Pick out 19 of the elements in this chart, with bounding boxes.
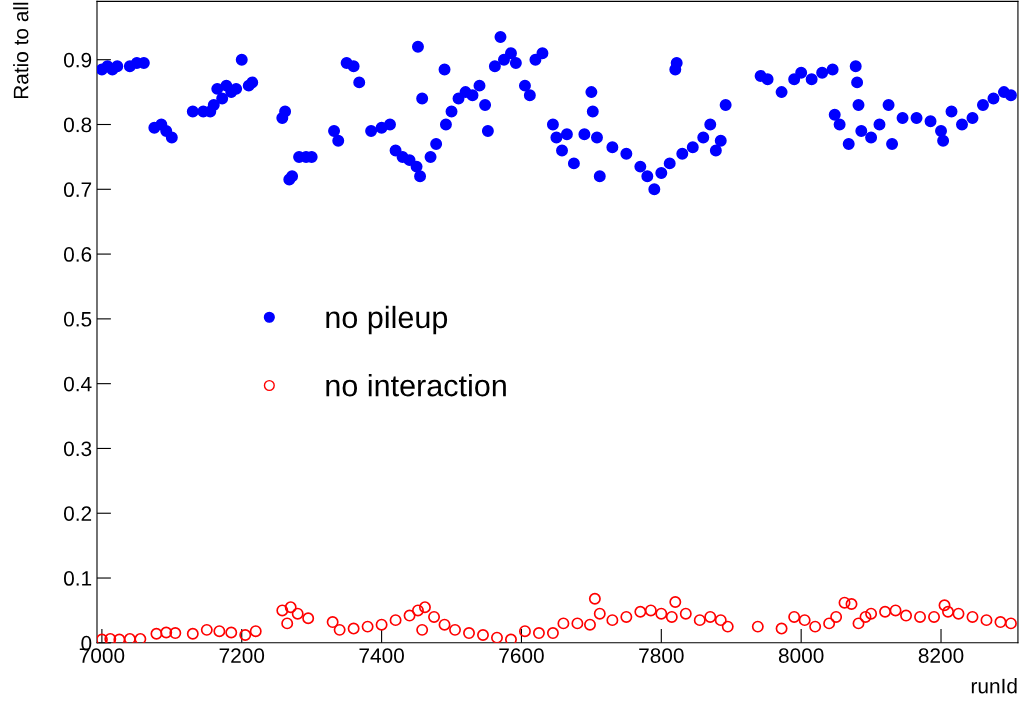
x-tick-label: 7600 bbox=[499, 648, 544, 663]
y-tick-label: 0.9 bbox=[63, 52, 92, 68]
x-tick-label: 7400 bbox=[359, 648, 404, 663]
legend-label: no interaction bbox=[326, 374, 506, 397]
y-tick-label: 0.6 bbox=[63, 247, 92, 262]
y-tick-label: 0.3 bbox=[63, 441, 92, 457]
x-axis-title: runId bbox=[971, 678, 1017, 694]
x-tick-label: 7200 bbox=[219, 648, 265, 663]
x-tick-label: 7800 bbox=[639, 648, 684, 663]
y-tick-label: 0.2 bbox=[63, 506, 92, 521]
x-tick-label: 8200 bbox=[918, 648, 964, 663]
y-tick-label: 0.4 bbox=[63, 376, 92, 392]
legend-label: no pileup bbox=[326, 305, 448, 335]
x-tick-label: 8000 bbox=[778, 648, 824, 663]
y-tick-label: 0.1 bbox=[63, 571, 92, 586]
y-tick-label: 0.7 bbox=[63, 182, 92, 198]
y-axis-title: Ratio to all bbox=[13, 2, 29, 99]
y-tick-label: 0.5 bbox=[63, 311, 92, 327]
y-tick-label: 0.8 bbox=[63, 117, 92, 133]
